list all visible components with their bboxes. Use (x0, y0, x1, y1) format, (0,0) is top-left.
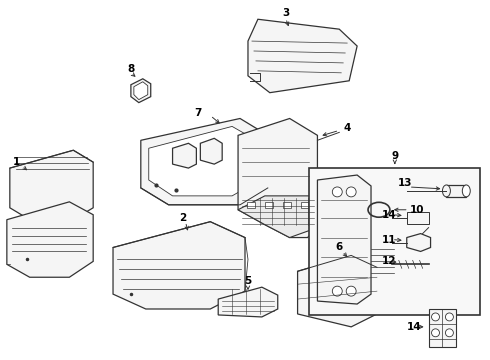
Circle shape (312, 271, 323, 283)
Polygon shape (218, 287, 278, 317)
Circle shape (432, 313, 440, 321)
Bar (300, 202, 309, 208)
Polygon shape (172, 143, 196, 168)
Circle shape (346, 187, 356, 197)
Text: 13: 13 (397, 178, 412, 188)
Text: 14: 14 (406, 322, 421, 332)
Text: 6: 6 (336, 243, 343, 252)
Polygon shape (407, 234, 431, 251)
Text: 2: 2 (179, 213, 186, 223)
Bar (247, 202, 255, 208)
Polygon shape (238, 196, 318, 238)
Polygon shape (149, 126, 260, 196)
Polygon shape (7, 202, 93, 277)
Text: 1: 1 (13, 157, 21, 167)
Bar (407, 212, 429, 224)
Circle shape (351, 264, 363, 275)
Text: 12: 12 (382, 256, 396, 266)
Polygon shape (318, 175, 371, 304)
Text: 9: 9 (392, 151, 398, 161)
Text: 4: 4 (343, 123, 351, 134)
Polygon shape (200, 138, 222, 164)
Ellipse shape (462, 185, 470, 197)
Bar (265, 202, 273, 208)
Circle shape (445, 313, 453, 321)
Bar (310, 168, 480, 315)
Circle shape (332, 286, 342, 296)
Circle shape (346, 286, 356, 296)
Polygon shape (113, 222, 245, 309)
Text: 10: 10 (410, 205, 424, 215)
Polygon shape (10, 150, 93, 220)
Circle shape (332, 187, 342, 197)
Circle shape (445, 329, 453, 337)
Polygon shape (238, 118, 318, 238)
Bar (429, 309, 456, 347)
Polygon shape (134, 82, 148, 100)
Text: 5: 5 (245, 276, 251, 286)
Bar (283, 202, 291, 208)
Text: 8: 8 (127, 64, 135, 74)
Text: 14: 14 (382, 210, 396, 220)
Polygon shape (446, 185, 466, 197)
Polygon shape (131, 79, 151, 103)
Circle shape (432, 329, 440, 337)
Ellipse shape (442, 185, 450, 197)
Text: 3: 3 (282, 8, 289, 18)
Text: 11: 11 (382, 234, 396, 244)
Text: 7: 7 (195, 108, 202, 117)
Polygon shape (297, 255, 377, 327)
Polygon shape (141, 118, 268, 205)
Polygon shape (248, 19, 357, 93)
